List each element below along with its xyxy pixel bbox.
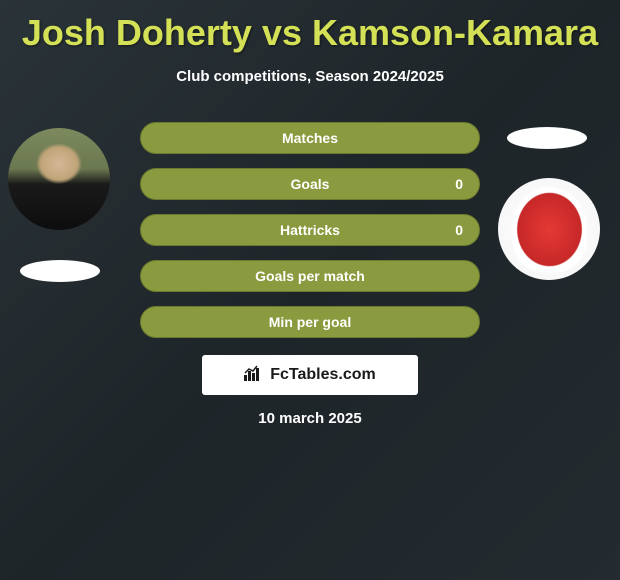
stat-value-right: 0: [455, 222, 463, 238]
stat-label: Goals: [291, 176, 330, 192]
club-logo-icon: [512, 187, 587, 272]
player-left-flag: [20, 260, 100, 282]
comparison-subtitle: Club competitions, Season 2024/2025: [0, 68, 620, 85]
stat-row: Min per goal: [140, 306, 480, 338]
player-right-avatar: [498, 178, 600, 280]
branding-text: FcTables.com: [270, 366, 376, 384]
player-right-flag: [507, 127, 587, 149]
stat-label: Hattricks: [280, 222, 340, 238]
branding-badge[interactable]: FcTables.com: [202, 355, 418, 395]
stat-row: Goals per match: [140, 260, 480, 292]
stat-label: Matches: [282, 130, 338, 146]
stat-row: Hattricks 0: [140, 214, 480, 246]
comparison-date: 10 march 2025: [0, 410, 620, 427]
stat-label: Min per goal: [269, 314, 351, 330]
stat-row: Matches: [140, 122, 480, 154]
player-photo-icon: [8, 128, 110, 230]
player-left-avatar: [8, 128, 110, 230]
stat-row: Goals 0: [140, 168, 480, 200]
chart-icon: [244, 365, 264, 386]
stat-value-right: 0: [455, 176, 463, 192]
comparison-title: Josh Doherty vs Kamson-Kamara: [0, 0, 620, 54]
stat-label: Goals per match: [255, 268, 365, 284]
stats-container: Matches Goals 0 Hattricks 0 Goals per ma…: [140, 122, 480, 352]
